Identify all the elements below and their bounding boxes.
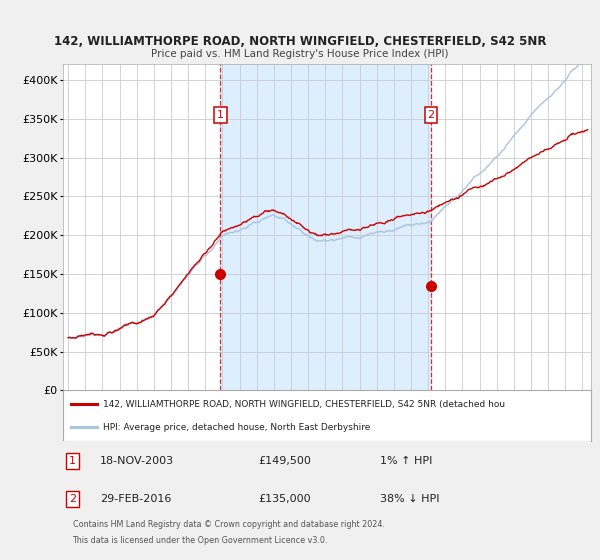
Text: 1: 1 [217,110,224,120]
Text: 38% ↓ HPI: 38% ↓ HPI [380,494,439,505]
Text: Contains HM Land Registry data © Crown copyright and database right 2024.: Contains HM Land Registry data © Crown c… [73,520,385,529]
Bar [220,64,431,390]
Text: 1% ↑ HPI: 1% ↑ HPI [380,456,432,466]
Text: 142, WILLIAMTHORPE ROAD, NORTH WINGFIELD, CHESTERFIELD, S42 5NR (detached hou: 142, WILLIAMTHORPE ROAD, NORTH WINGFIELD… [103,399,505,409]
Text: 1: 1 [69,456,76,466]
Text: 142, WILLIAMTHORPE ROAD, NORTH WINGFIELD, CHESTERFIELD, S42 5NR: 142, WILLIAMTHORPE ROAD, NORTH WINGFIELD… [54,35,546,48]
Text: £135,000: £135,000 [259,494,311,505]
Text: 29-FEB-2016: 29-FEB-2016 [100,494,172,505]
Text: 2: 2 [427,110,434,120]
Text: £149,500: £149,500 [259,456,311,466]
Text: Price paid vs. HM Land Registry's House Price Index (HPI): Price paid vs. HM Land Registry's House … [151,49,449,59]
Text: 2: 2 [69,494,76,505]
Text: This data is licensed under the Open Government Licence v3.0.: This data is licensed under the Open Gov… [73,536,328,545]
Text: HPI: Average price, detached house, North East Derbyshire: HPI: Average price, detached house, Nort… [103,423,370,432]
Text: 18-NOV-2003: 18-NOV-2003 [100,456,174,466]
